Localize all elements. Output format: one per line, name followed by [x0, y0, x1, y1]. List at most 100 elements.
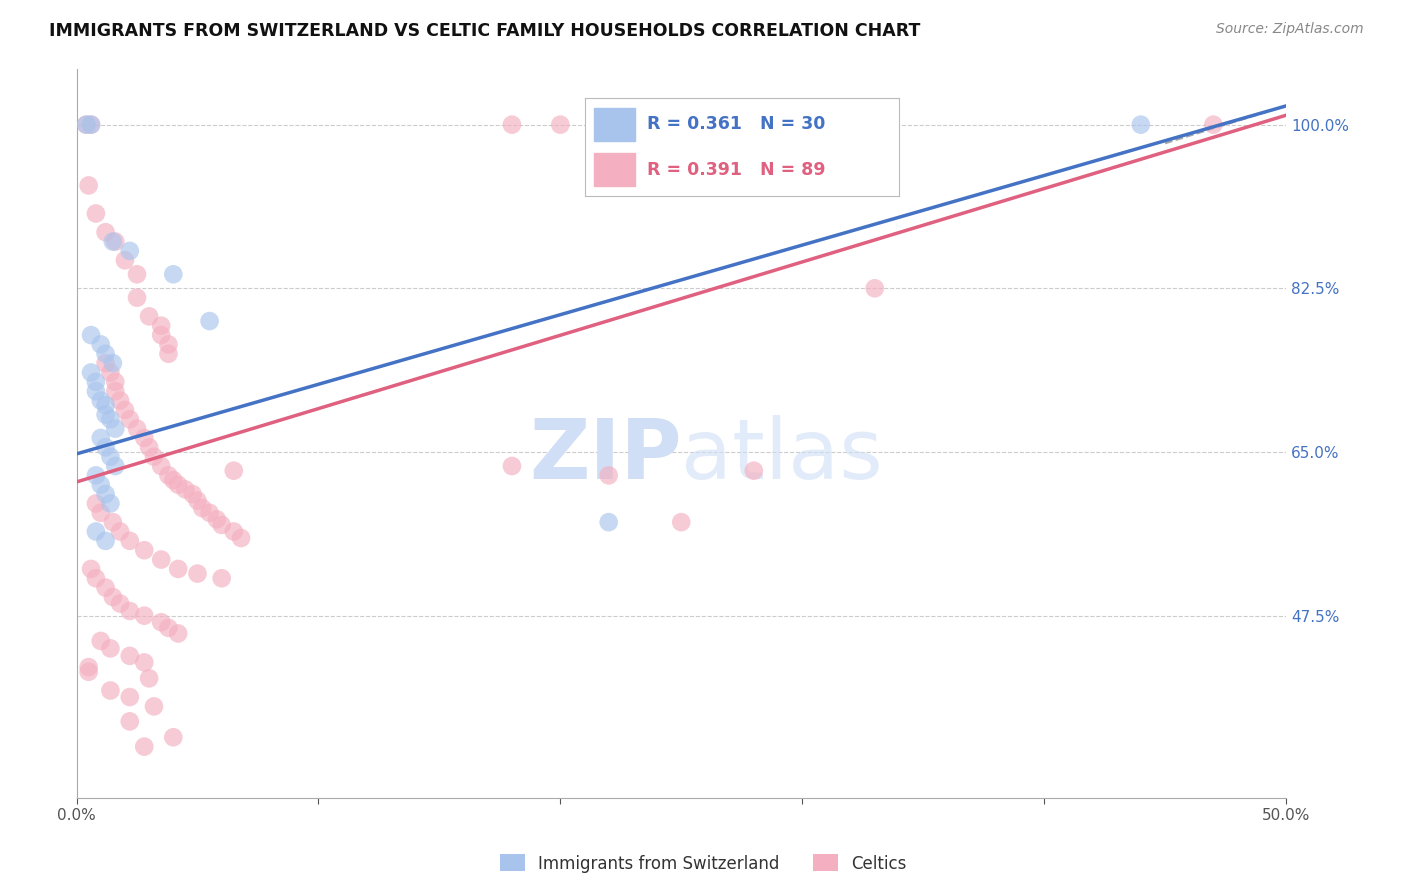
- Point: [84, 496, 107, 510]
- Point: [134, 608, 156, 623]
- Point: [1202, 118, 1225, 132]
- Point: [75, 118, 97, 132]
- Point: [75, 118, 97, 132]
- Point: [167, 477, 190, 491]
- Point: [863, 281, 886, 295]
- Point: [94, 356, 117, 370]
- Point: [90, 431, 112, 445]
- Point: [90, 337, 112, 351]
- Point: [114, 403, 136, 417]
- Point: [94, 440, 117, 454]
- Point: [90, 477, 112, 491]
- Point: [100, 683, 122, 698]
- Legend: Immigrants from Switzerland, Celtics: Immigrants from Switzerland, Celtics: [494, 847, 912, 880]
- Point: [118, 533, 141, 548]
- Point: [94, 408, 117, 422]
- Point: [138, 440, 160, 454]
- Point: [94, 487, 117, 501]
- Point: [198, 314, 221, 328]
- Point: [80, 118, 103, 132]
- Point: [598, 468, 620, 483]
- Point: [101, 515, 124, 529]
- Point: [742, 464, 765, 478]
- Point: [118, 690, 141, 704]
- Point: [108, 393, 131, 408]
- Point: [150, 328, 173, 343]
- Point: [118, 604, 141, 618]
- Point: [222, 524, 245, 539]
- Point: [134, 543, 156, 558]
- Point: [157, 347, 180, 361]
- Point: [142, 699, 165, 714]
- Point: [501, 458, 523, 473]
- Point: [90, 506, 112, 520]
- Point: [501, 118, 523, 132]
- Point: [118, 714, 141, 729]
- Point: [186, 493, 208, 508]
- Point: [142, 450, 165, 464]
- Point: [84, 571, 107, 585]
- Point: [671, 515, 693, 529]
- Point: [101, 590, 124, 604]
- Point: [77, 660, 100, 674]
- Point: [84, 384, 107, 399]
- Point: [80, 118, 103, 132]
- Point: [84, 206, 107, 220]
- Point: [167, 562, 190, 576]
- Point: [150, 458, 173, 473]
- Point: [84, 375, 107, 389]
- Point: [100, 366, 122, 380]
- Point: [186, 566, 208, 581]
- Point: [118, 244, 141, 258]
- Point: [125, 291, 148, 305]
- Point: [174, 483, 197, 497]
- Point: [167, 626, 190, 640]
- Point: [150, 318, 173, 333]
- Point: [90, 393, 112, 408]
- Text: ZIP: ZIP: [529, 415, 682, 496]
- Point: [191, 501, 214, 516]
- Point: [77, 178, 100, 193]
- Point: [104, 422, 127, 436]
- Point: [229, 531, 252, 545]
- Point: [94, 533, 117, 548]
- Point: [125, 267, 148, 281]
- Point: [134, 739, 156, 754]
- Point: [118, 412, 141, 426]
- Point: [84, 468, 107, 483]
- Point: [550, 118, 572, 132]
- Point: [598, 515, 620, 529]
- Point: [94, 581, 117, 595]
- Point: [138, 671, 160, 685]
- Point: [100, 641, 122, 656]
- Point: [94, 347, 117, 361]
- Point: [198, 506, 221, 520]
- Point: [80, 562, 103, 576]
- Point: [138, 310, 160, 324]
- Point: [157, 621, 180, 635]
- Point: [108, 524, 131, 539]
- Point: [150, 615, 173, 630]
- Point: [80, 328, 103, 343]
- Point: [100, 412, 122, 426]
- Text: atlas: atlas: [682, 415, 883, 496]
- Point: [84, 524, 107, 539]
- Point: [162, 731, 184, 745]
- Point: [162, 267, 184, 281]
- Point: [134, 656, 156, 670]
- Point: [90, 634, 112, 648]
- Point: [101, 356, 124, 370]
- Point: [157, 468, 180, 483]
- Point: [118, 648, 141, 663]
- Point: [125, 422, 148, 436]
- Point: [205, 512, 228, 526]
- Point: [162, 473, 184, 487]
- Point: [108, 597, 131, 611]
- Point: [100, 496, 122, 510]
- Point: [104, 375, 127, 389]
- Text: Source: ZipAtlas.com: Source: ZipAtlas.com: [1216, 22, 1364, 37]
- Point: [211, 571, 233, 585]
- Point: [101, 235, 124, 249]
- Point: [1129, 118, 1152, 132]
- Point: [100, 450, 122, 464]
